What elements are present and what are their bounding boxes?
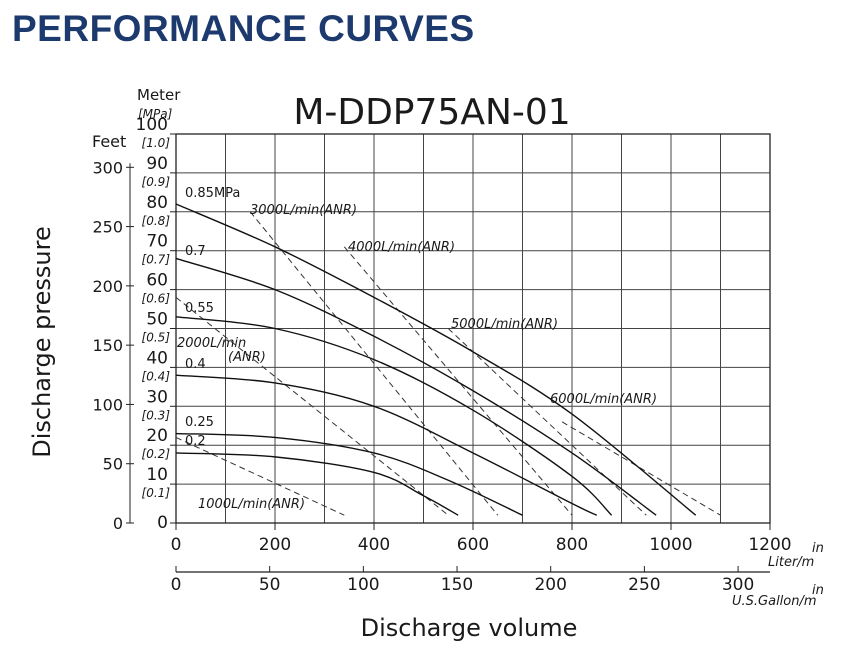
x-unit-in: in [812,541,824,556]
gallon-tick-label: 250 [628,575,660,595]
mpa-tick-label: [0.7] [142,253,171,267]
series-label: 0.85MPa [185,186,240,201]
mpa-tick-label: [1.0] [142,136,171,150]
series-label: 0.25 [185,415,214,430]
meter-tick-label: 80 [146,193,168,213]
mpa-tick-label: [0.4] [142,369,171,383]
air-consumption-line [343,246,573,516]
air-consumption-line [447,328,647,516]
air-consumption-line [249,211,499,516]
mpa-tick-label: [0.9] [142,175,171,189]
pressure-curve [175,374,598,516]
x-tick-label: 200 [259,535,291,555]
meter-tick-label: 40 [146,348,168,368]
feet-tick-label: 150 [92,336,123,355]
air-consumption-line [175,436,345,516]
x-axis-title: Discharge volume [361,614,578,642]
air-line-label: 1000L/min(ANR) [198,497,305,512]
x-tick-label: 0 [171,535,182,555]
gallon-tick-label: 150 [441,575,473,595]
mpa-tick-label: [0.6] [142,292,171,306]
gallon-tick-label: 100 [347,575,379,595]
feet-tick-label: 0 [113,514,123,533]
gallon-unit-label: U.S.Gallon/m [732,594,817,609]
air-line-label: 4000L/min(ANR) [348,240,455,255]
mpa-tick-label: [0.1] [142,486,171,500]
series-label: 0.7 [185,244,206,259]
x-tick-label: 800 [556,535,588,555]
meter-tick-label: 10 [146,465,168,485]
y-axis-title: Discharge pressure [28,226,56,458]
x-unit-liter: Liter/m [768,555,814,570]
mpa-axis-unit: [MPa] [138,107,173,121]
meter-axis-unit: Meter [137,86,181,104]
meter-tick-label: 60 [146,271,168,291]
air-consumption-line [175,296,449,516]
feet-tick-label: 50 [103,455,123,474]
feet-axis-unit: Feet [92,132,126,151]
air-consumption-line [561,421,721,516]
gallon-tick-label: 0 [171,575,182,595]
meter-tick-label: 30 [146,387,168,407]
series-label: 0.2 [185,434,206,449]
feet-tick-label: 300 [92,158,123,177]
pressure-curve [175,432,523,516]
meter-tick-label: 100 [136,115,168,135]
chart-title: M-DDP75AN-01 [293,92,570,133]
gallon-tick-label: 200 [534,575,566,595]
pressure-curve [175,203,697,516]
air-line-label: 6000L/min(ANR) [550,392,657,407]
series-label: 0.55 [185,301,214,316]
x-tick-label: 1000 [649,535,692,555]
air-line-label: (ANR) [228,350,266,365]
mpa-tick-label: [0.2] [142,447,171,461]
air-line-label: 5000L/min(ANR) [451,317,558,332]
feet-tick-label: 250 [92,218,123,237]
x-tick-label: 400 [358,535,390,555]
meter-tick-label: 20 [146,426,168,446]
gallon-tick-label: 300 [722,575,754,595]
air-line-label: 2000L/min [177,336,246,351]
feet-tick-label: 200 [92,277,123,296]
gallon-tick-label: 50 [259,575,281,595]
pressure-curve [175,316,613,516]
feet-tick-label: 100 [92,395,123,414]
series-label: 0.4 [185,357,206,372]
meter-tick-label: 0 [157,513,168,533]
mpa-tick-label: [0.3] [142,408,171,422]
air-line-label: 3000L/min(ANR) [250,203,357,218]
meter-tick-label: 50 [146,310,168,330]
mpa-tick-label: [0.8] [142,214,171,228]
pressure-curve [175,257,657,516]
page-heading: PERFORMANCE CURVES [12,8,475,49]
mpa-tick-label: [0.5] [142,331,171,345]
x-tick-label: 1200 [748,535,791,555]
x-tick-label: 600 [457,535,489,555]
meter-tick-label: 90 [146,154,168,174]
meter-tick-label: 70 [146,232,168,252]
gallon-unit-in: in [812,583,824,598]
pressure-curve [175,452,459,516]
